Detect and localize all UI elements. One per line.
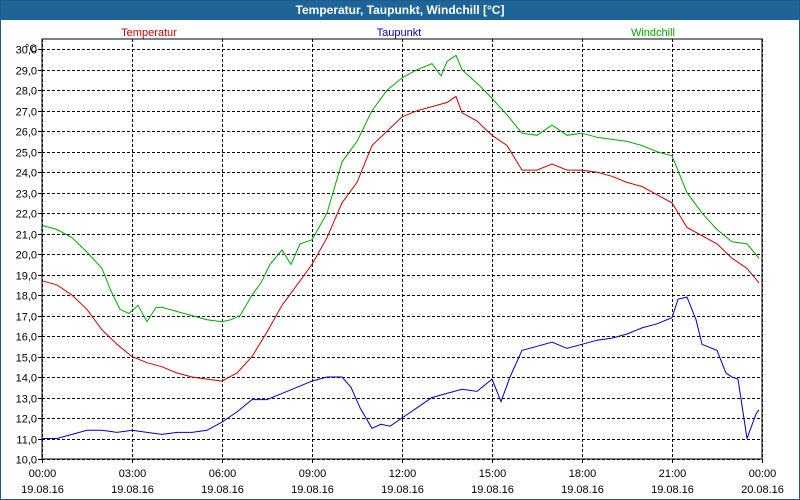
grid-lines — [42, 39, 763, 460]
series-line-taupunkt — [42, 296, 760, 439]
y-tick-label: 10,0 — [16, 455, 37, 467]
y-tick-label: 11,0 — [16, 435, 37, 447]
x-tick-time-label: 21:00 — [659, 468, 687, 480]
y-tick-label: 25,0 — [16, 148, 37, 160]
x-tick-time-label: 06:00 — [209, 468, 237, 480]
line-chart: °C Temperatur Taupunkt Windchill 10,0 11,… — [16, 27, 784, 497]
series-line-windchill — [41, 54, 760, 323]
x-tick-date-label: 19.08.16 — [291, 484, 334, 496]
plot-area-border — [41, 38, 763, 460]
x-tick-date-label: 19.08.16 — [561, 484, 604, 496]
chart-title: Temperatur, Taupunkt, Windchill [°C] — [1, 1, 799, 20]
legend-windchill: Windchill — [631, 27, 675, 39]
y-tick-label: 26,0 — [16, 127, 37, 139]
data-series — [41, 54, 760, 439]
x-tick-date-label: 19.08.16 — [111, 484, 154, 496]
y-tick-label: 13,0 — [16, 394, 37, 406]
y-tick-label: 19,0 — [16, 271, 37, 283]
axis-ticks: 10,0 11,0 12,0 13,0 14,0 15,0 16,0 17,0 18,0 19,0… — [16, 45, 784, 497]
x-tick-date-label: 19.08.16 — [381, 484, 424, 496]
y-tick-label: 14,0 — [16, 373, 37, 385]
x-tick-date-label: 19.08.16 — [651, 484, 694, 496]
y-tick-label: 21,0 — [16, 230, 37, 242]
x-tick-time-label: 03:00 — [119, 468, 147, 480]
x-tick-time-label: 15:00 — [479, 468, 507, 480]
x-tick-date-label: 19.08.16 — [201, 484, 244, 496]
x-tick-time-label: 00:00 — [29, 468, 57, 480]
y-tick-label: 28,0 — [16, 86, 37, 98]
x-tick-time-label: 00:00 — [749, 468, 777, 480]
y-tick-label: 27,0 — [16, 107, 37, 119]
legend-taupunkt: Taupunkt — [377, 27, 422, 39]
x-tick-date-label: 19.08.16 — [21, 484, 64, 496]
x-tick-date-label: 19.08.16 — [471, 484, 514, 496]
x-tick-date-label: 20.08.16 — [741, 484, 784, 496]
y-tick-label: 16,0 — [16, 332, 37, 344]
y-tick-label: 15,0 — [16, 353, 37, 365]
y-tick-label: 20,0 — [16, 250, 37, 262]
x-tick-time-label: 18:00 — [569, 468, 597, 480]
x-tick-time-label: 09:00 — [299, 468, 327, 480]
y-tick-label: 18,0 — [16, 291, 37, 303]
y-axis-unit-label: °C — [25, 43, 37, 55]
y-tick-label: 22,0 — [16, 209, 37, 221]
y-tick-label: 29,0 — [16, 66, 37, 78]
y-tick-label: 17,0 — [16, 312, 37, 324]
series-line-temperatur — [41, 95, 760, 382]
legend-temperatur: Temperatur — [121, 27, 177, 39]
y-tick-label: 12,0 — [16, 414, 37, 426]
y-tick-label: 30,0 — [16, 45, 37, 57]
x-tick-time-label: 12:00 — [389, 468, 417, 480]
y-tick-label: 23,0 — [16, 189, 37, 201]
y-tick-label: 24,0 — [16, 168, 37, 180]
